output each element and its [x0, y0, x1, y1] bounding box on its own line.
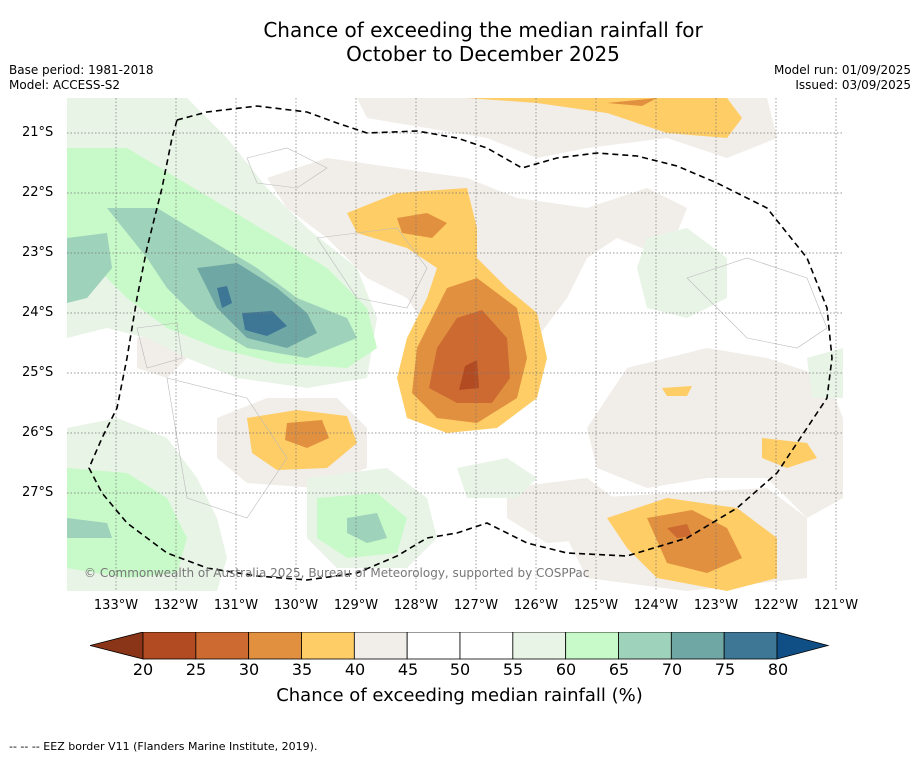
colorbar-segment — [142, 632, 197, 660]
title-line-1: Chance of exceeding the median rainfall … — [263, 18, 703, 42]
lat-label: 27°S — [22, 485, 54, 500]
meta-left: Base period: 1981-2018 Model: ACCESS-S2 — [9, 63, 154, 93]
cb-tick: 40 — [344, 660, 366, 679]
map-title: Chance of exceeding the median rainfall … — [0, 18, 919, 66]
issued-date: Issued: 03/09/2025 — [795, 78, 911, 92]
lon-label: 131°W — [213, 598, 259, 613]
band-75-80 — [217, 286, 287, 336]
cb-tick: 55 — [502, 660, 524, 679]
lon-label: 130°W — [273, 598, 319, 613]
cb-tick: 35 — [291, 660, 313, 679]
cb-tick: 50 — [449, 660, 471, 679]
cb-tick: 60 — [555, 660, 577, 679]
lon-label: 123°W — [693, 598, 739, 613]
cb-tick: 65 — [608, 660, 630, 679]
colorbar — [90, 632, 830, 660]
model-run: Model run: 01/09/2025 — [773, 63, 911, 77]
cb-tick: 75 — [714, 660, 736, 679]
lon-label: 126°W — [513, 598, 559, 613]
map-area — [67, 98, 843, 591]
lon-label: 133°W — [93, 598, 139, 613]
colorbar-segment — [459, 632, 514, 660]
model-name: Model: ACCESS-S2 — [9, 78, 121, 92]
colorbar-low-arrow — [90, 632, 144, 660]
colorbar-segments — [142, 632, 778, 660]
colorbar-high-arrow — [776, 632, 830, 660]
lat-label: 25°S — [22, 365, 54, 380]
lon-label: 124°W — [633, 598, 679, 613]
lon-label: 127°W — [453, 598, 499, 613]
colorbar-label: Chance of exceeding median rainfall (%) — [276, 685, 643, 706]
footnote: -- -- -- EEZ border V11 (Flanders Marine… — [9, 740, 318, 753]
colorbar-segment — [248, 632, 302, 660]
colorbar-segment — [670, 632, 725, 660]
band-25-30 — [429, 310, 692, 538]
eez-border — [88, 105, 833, 581]
cb-tick: 80 — [767, 660, 789, 679]
title-line-2: October to December 2025 — [346, 42, 620, 66]
band-20-25 — [459, 360, 479, 390]
colorbar-segment — [723, 632, 778, 660]
cb-tick: 45 — [397, 660, 419, 679]
colorbar-segment — [512, 632, 567, 660]
lon-label: 125°W — [573, 598, 619, 613]
cb-tick: 30 — [238, 660, 260, 679]
lat-label: 23°S — [22, 245, 54, 260]
meta-right: Model run: 01/09/2025 Issued: 03/09/2025 — [774, 63, 911, 93]
graticule — [67, 98, 843, 591]
colorbar-segment — [353, 632, 408, 660]
lon-label: 132°W — [153, 598, 199, 613]
base-period: Base period: 1981-2018 — [9, 63, 154, 77]
band-70-75 — [197, 263, 317, 348]
colorbar-segment — [301, 632, 355, 660]
cb-tick: 20 — [132, 660, 154, 679]
lat-label: 24°S — [22, 305, 54, 320]
colorbar-segment — [406, 632, 461, 660]
colorbar-segment — [565, 632, 619, 660]
colorbar-segment — [618, 632, 672, 660]
copyright-note: © Commonwealth of Australia 2025, Bureau… — [84, 566, 590, 580]
lat-label: 22°S — [22, 185, 54, 200]
lat-label: 26°S — [22, 425, 54, 440]
contour-lines — [136, 147, 828, 519]
map-canvas — [67, 98, 843, 591]
colorbar-segment — [195, 632, 250, 660]
lon-label: 121°W — [813, 598, 859, 613]
cb-tick: 70 — [661, 660, 683, 679]
lat-label: 21°S — [22, 125, 54, 140]
lon-label: 122°W — [753, 598, 799, 613]
lon-label: 129°W — [333, 598, 379, 613]
lon-label: 128°W — [393, 598, 439, 613]
cb-tick: 25 — [185, 660, 207, 679]
